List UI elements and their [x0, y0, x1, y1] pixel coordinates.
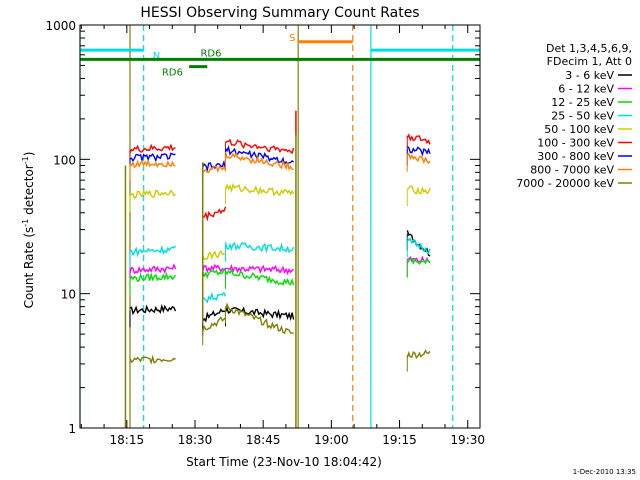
series-line [129, 354, 176, 365]
series-line [224, 302, 294, 335]
x-axis-label: Start Time (23-Nov-10 18:04:42) [186, 455, 382, 469]
series-line [202, 263, 227, 274]
series-line [224, 268, 295, 287]
legend-label: 6 - 12 keV [558, 83, 614, 96]
plot-area: N S RD6 RD6 [79, 25, 480, 428]
series-line [225, 264, 295, 276]
legend-label: 50 - 100 keV [544, 123, 614, 136]
chart-title: HESSI Observing Summary Count Rates [140, 5, 419, 21]
y-tick-label: 1000 [45, 19, 76, 33]
series-line [406, 257, 431, 265]
x-tick-label: 18:45 [246, 433, 281, 447]
flag-label: S [289, 33, 295, 44]
series-line [129, 158, 176, 169]
series-line [406, 237, 431, 255]
x-tick-label: 18:30 [178, 433, 213, 447]
legend-header-2: FDecim 1, Att 0 [547, 55, 632, 68]
series-line [129, 152, 176, 163]
x-tick-label: 18:15 [110, 433, 145, 447]
series-line [224, 151, 294, 171]
legend-label: 300 - 800 keV [537, 150, 614, 163]
legend-label: 3 - 6 keV [565, 69, 614, 82]
series-line [406, 133, 431, 145]
series-line [202, 316, 226, 332]
y-axis-label: Count Rate (s-1 detector-1) [21, 152, 36, 309]
series-line [202, 249, 226, 261]
legend-label: 800 - 7000 keV [530, 164, 614, 177]
series-line [129, 188, 176, 200]
y-tick-label: 100 [53, 153, 76, 167]
series-line [406, 152, 431, 165]
series-line [407, 185, 431, 195]
series-line [406, 349, 431, 360]
axes: 18:15 18:30 18:45 19:00 19:15 19:30 1 10 100 1000 [45, 19, 485, 447]
series-line [129, 244, 177, 258]
legend-label: 100 - 300 keV [537, 137, 614, 150]
series-line [129, 271, 177, 283]
plot-frame [79, 24, 481, 429]
flag-label: RD6 [162, 68, 183, 79]
series-line [129, 143, 176, 154]
series-line [202, 291, 227, 304]
footer-date: 1-Dec-2010 13:35 [573, 468, 636, 476]
series-line [129, 263, 177, 275]
series-line [224, 241, 295, 254]
legend: Det 1,3,4,5,6,9, FDecim 1, Att 0 3 - 6 k… [516, 42, 632, 190]
legend-label: 12 - 25 keV [551, 96, 614, 109]
x-tick-label: 19:30 [450, 433, 485, 447]
series-line [202, 308, 226, 323]
y-tick-label: 1 [68, 422, 76, 436]
legend-label: 7000 - 20000 keV [516, 177, 614, 190]
series-line [406, 145, 431, 157]
legend-header-1: Det 1,3,4,5,6,9, [546, 42, 632, 55]
series-line [224, 306, 295, 322]
series-line [202, 268, 226, 280]
series-line [202, 206, 227, 222]
series-line [129, 303, 177, 316]
x-tick-label: 19:00 [314, 433, 349, 447]
y-tick-label: 10 [61, 288, 76, 302]
flag-label: RD6 [200, 48, 221, 59]
series-line [224, 182, 295, 197]
series-line [202, 165, 227, 174]
legend-label: 25 - 50 keV [551, 110, 614, 123]
series-line [225, 138, 295, 155]
flag-label: N [153, 51, 160, 62]
x-tick-label: 19:15 [382, 433, 417, 447]
